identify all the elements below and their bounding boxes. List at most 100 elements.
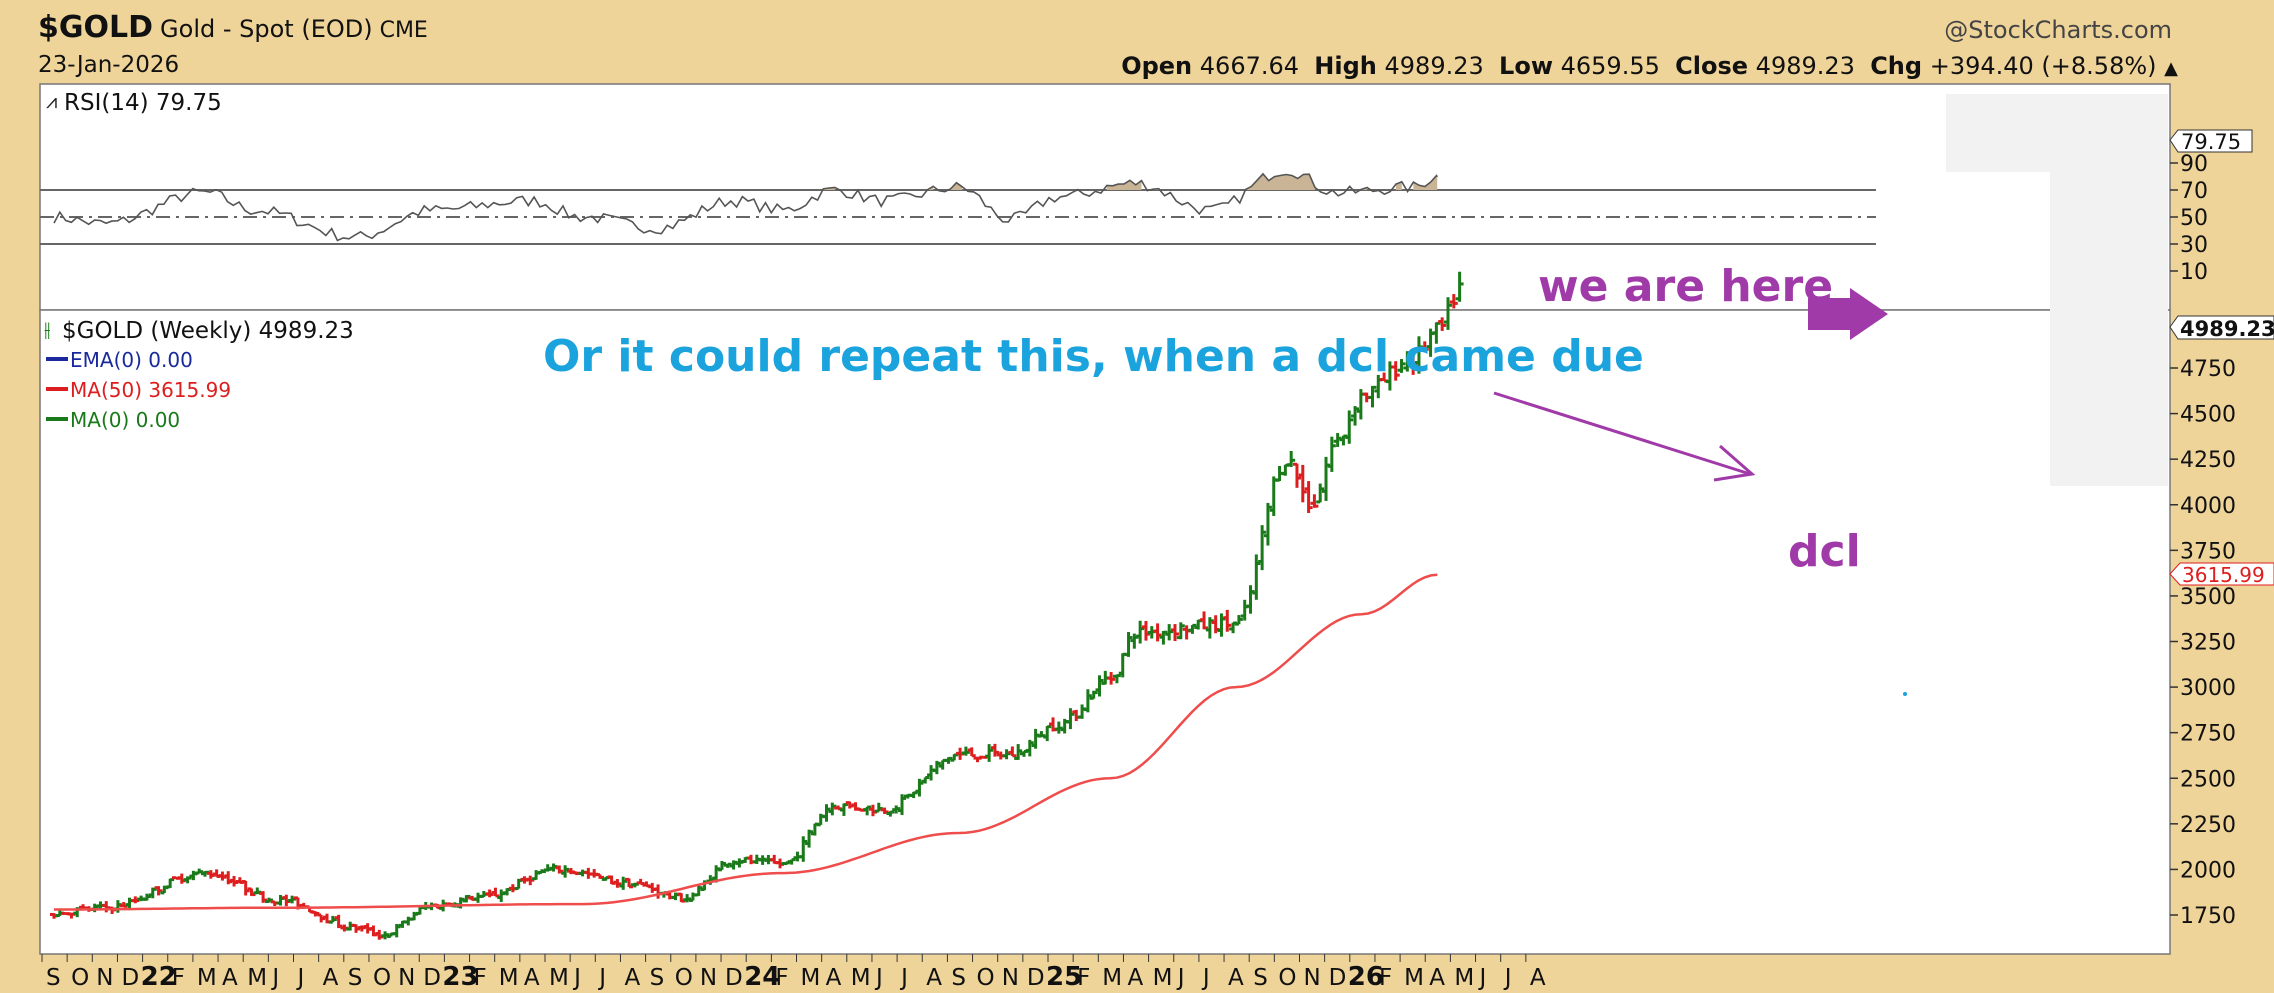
x-tick-label: J <box>597 965 606 991</box>
legend-swatch-ema <box>46 357 68 361</box>
rsi-y-tick-label: 70 <box>2180 179 2208 204</box>
x-tick-label: F <box>775 965 788 991</box>
we-are-here-arrow <box>1808 288 1888 340</box>
x-tick-label: S <box>348 965 363 991</box>
x-tick-label: O <box>675 965 693 991</box>
x-tick-label: J <box>270 965 279 991</box>
x-tick-label: M <box>549 965 569 991</box>
rsi-overbought-fill <box>1413 175 1438 190</box>
ma-value-tag: 3615.99 <box>2169 562 2274 587</box>
open-value: 4667.64 <box>1199 52 1300 80</box>
price-panel <box>39 309 2171 955</box>
x-tick-label: D <box>725 965 743 991</box>
x-tick-label: S <box>951 965 966 991</box>
low-label: Low <box>1499 52 1553 80</box>
legend-ema: EMA(0) 0.00 <box>70 348 193 372</box>
price-y-tick-label: 2500 <box>2180 767 2236 792</box>
x-tick-label: J <box>1478 965 1487 991</box>
legend-swatch-ma0 <box>46 417 68 421</box>
rsi-chart-icon: ⩘ <box>46 89 57 113</box>
x-tick-label: D <box>121 965 139 991</box>
annotation-repeat: Or it could repeat this, when a dcl came… <box>543 331 1644 382</box>
chg-label: Chg <box>1870 52 1923 80</box>
low-value: 4659.55 <box>1560 52 1660 80</box>
screen-blotch <box>2050 170 2168 486</box>
price-legend: ⫲ $GOLD (Weekly) 4989.23 EMA(0) 0.00 MA(… <box>44 317 354 432</box>
chart-header: $GOLD Gold - Spot (EOD) CME <box>38 10 428 45</box>
screen-blotch <box>1946 94 2168 172</box>
x-tick-label: M <box>1454 965 1474 991</box>
x-tick-label: F <box>172 965 185 991</box>
x-tick-label: 25 <box>1046 962 1082 992</box>
rsi-overbought-fill <box>1245 173 1316 190</box>
x-tick-label: M <box>851 965 871 991</box>
x-tick-label: S <box>46 965 61 991</box>
ma-tag-text: 3615.99 <box>2182 563 2265 587</box>
price-y-tick-label: 2250 <box>2180 813 2236 838</box>
x-tick-label: 26 <box>1348 962 1384 992</box>
x-tick-label: A <box>323 965 339 991</box>
price-y-tick-label: 4000 <box>2180 494 2236 519</box>
x-tick-label: O <box>373 965 391 991</box>
x-tick-label: A <box>1127 965 1143 991</box>
open-label: Open <box>1121 52 1193 80</box>
x-tick-label: M <box>499 965 519 991</box>
symbol: $GOLD <box>38 10 154 45</box>
annotation-here: we are here <box>1538 261 1833 312</box>
x-tick-label: N <box>398 965 415 991</box>
x-tick-label: O <box>71 965 89 991</box>
x-tick-label: A <box>1429 965 1445 991</box>
x-tick-label: J <box>1201 965 1210 991</box>
copyright: @StockCharts.com <box>1944 16 2172 44</box>
x-tick-label: N <box>1304 965 1321 991</box>
x-tick-label: A <box>826 965 842 991</box>
rsi-y-tick-label: 30 <box>2180 233 2208 258</box>
rsi-y-tick-label: 90 <box>2180 152 2208 177</box>
rsi-value-tag: 79.75 <box>2169 129 2253 154</box>
x-tick-label: S <box>650 965 665 991</box>
up-arrow-icon: ▲ <box>2164 58 2178 79</box>
x-tick-label: J <box>296 965 305 991</box>
x-tick-label: M <box>197 965 217 991</box>
stray-dot <box>1980 722 1984 726</box>
price-y-tick-label: 4250 <box>2180 448 2236 473</box>
rsi-label-group: ⩘ RSI(14) 79.75 <box>46 89 222 116</box>
x-tick-label: D <box>1329 965 1347 991</box>
price-y-tick-label: 2750 <box>2180 722 2236 747</box>
rsi-overbought-fill <box>950 182 963 190</box>
legend-swatch-ma50 <box>46 387 68 391</box>
x-tick-label: J <box>572 965 581 991</box>
price-tag-text: 4989.23 <box>2180 317 2274 341</box>
ohlc-bar: Open 4667.64 High 4989.23 Low 4659.55 Cl… <box>1121 52 2178 80</box>
price-y-tick-label: 3000 <box>2180 676 2236 701</box>
x-tick-label: J <box>874 965 883 991</box>
x-tick-label: 23 <box>442 962 478 992</box>
x-tick-label: F <box>474 965 487 991</box>
rsi-label: RSI(14) 79.75 <box>64 90 222 116</box>
x-tick-label: J <box>899 965 908 991</box>
x-tick-label: M <box>1153 965 1173 991</box>
arrow-to-dcl <box>1493 391 1756 482</box>
price-y-tick-label: 2000 <box>2180 858 2236 883</box>
x-tick-label: A <box>524 965 540 991</box>
legend-ma0: MA(0) 0.00 <box>70 408 180 432</box>
x-tick-label: F <box>1077 965 1090 991</box>
instrument-name: Gold - Spot (EOD) <box>160 15 373 43</box>
exchange: CME <box>379 18 428 43</box>
x-tick-label: A <box>1530 965 1546 991</box>
price-y-tick-label: 4750 <box>2180 357 2236 382</box>
x-tick-label: D <box>1027 965 1045 991</box>
x-tick-label: N <box>700 965 717 991</box>
price-y-tick-label: 3250 <box>2180 631 2236 656</box>
rsi-tag-text: 79.75 <box>2181 130 2241 154</box>
bar-chart-icon: ⫲ <box>44 317 50 341</box>
x-tick-label: S <box>1253 965 1268 991</box>
price-y-tick-label: 1750 <box>2180 904 2236 929</box>
rsi-panel <box>39 83 2171 311</box>
x-tick-label: N <box>96 965 113 991</box>
annotation-dcl: dcl <box>1788 526 1861 577</box>
high-value: 4989.23 <box>1384 52 1484 80</box>
x-tick-label: 22 <box>141 962 177 992</box>
